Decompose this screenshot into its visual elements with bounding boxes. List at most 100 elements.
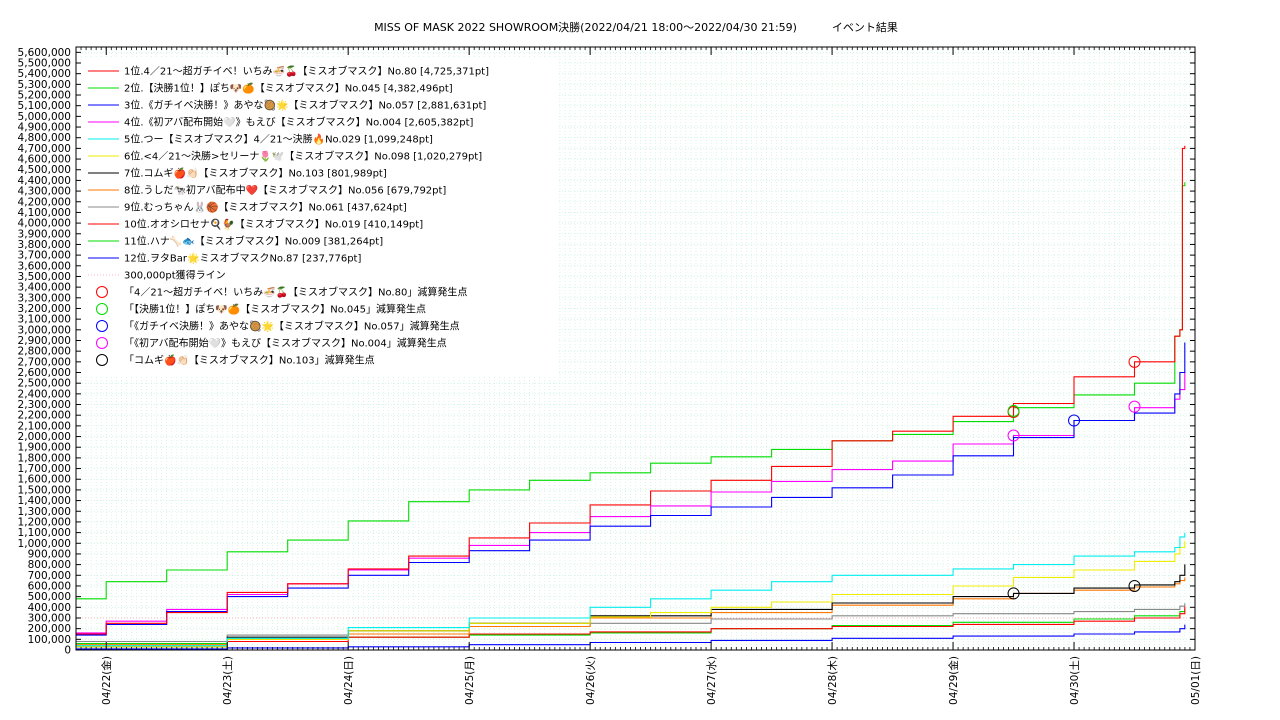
y-tick-label: 900,000 <box>28 548 71 560</box>
legend-entry: 「4／21～超ガチイベ！いちみ🍜🍒【ミスオブマスク】No.80」減算発生点 <box>124 286 467 299</box>
series-line <box>76 541 1186 648</box>
markers-layer <box>1007 355 1141 600</box>
series-line <box>76 182 1186 600</box>
y-tick-label: 400,000 <box>28 602 71 614</box>
legend-background <box>77 58 559 376</box>
y-tick-label: 1,600,000 <box>18 474 71 486</box>
legend-entry: 「《初アバ配布開始🤍》もえび【ミスオブマスク】No.004」減算発生点 <box>124 337 447 350</box>
y-tick-label: 4,600,000 <box>18 154 71 166</box>
y-tick-label: 2,300,000 <box>18 399 71 411</box>
marker-point <box>1068 414 1081 427</box>
y-tick-label: 600,000 <box>28 580 71 592</box>
y-tick-label: 4,800,000 <box>18 132 71 144</box>
y-tick-label: 3,600,000 <box>18 260 71 272</box>
legend-marker <box>96 320 108 332</box>
y-tick-label: 1,800,000 <box>18 452 71 464</box>
legend-entry: 1位.4／21～超ガチイベ！いちみ🍜🍒【ミスオブマスク】No.80 [4,725… <box>124 65 489 78</box>
y-tick-label: 300,000 <box>28 612 71 624</box>
y-tick-label: 4,400,000 <box>18 175 71 187</box>
y-tick-label: 3,200,000 <box>18 303 71 315</box>
y-tick-label: 1,200,000 <box>18 516 71 528</box>
y-tick-label: 500,000 <box>28 591 71 603</box>
y-tick-label: 2,500,000 <box>18 378 71 390</box>
legend-marker <box>96 286 108 298</box>
y-tick-label: 2,400,000 <box>18 388 71 400</box>
y-tick-label: 3,100,000 <box>18 314 71 326</box>
y-tick-label: 3,700,000 <box>18 250 71 262</box>
marker-point <box>1007 404 1020 417</box>
y-tick-label: 2,600,000 <box>18 367 71 379</box>
axes: 0100,000200,000300,000400,000500,000600,… <box>18 46 1202 705</box>
x-tick-label: 04/30(土) <box>1068 656 1081 705</box>
y-tick-label: 700,000 <box>28 570 71 582</box>
legend-entry: 5位.つー【ミスオブマスク】4／21～決勝🔥No.029 [1,099,248p… <box>124 133 433 146</box>
series-line <box>76 342 1186 636</box>
y-tick-label: 5,100,000 <box>18 100 71 112</box>
y-tick-label: 2,200,000 <box>18 410 71 422</box>
y-tick-label: 3,000,000 <box>18 324 71 336</box>
legend-entry: 6位.<4／21～決勝>セリーナ🌷🕊️【ミスオブマスク】No.098 [1,02… <box>124 150 482 163</box>
y-tick-label: 4,700,000 <box>18 143 71 155</box>
x-tick-label: 04/29(金) <box>947 656 960 705</box>
legend-entry: 7位.コムギ🍎👏🏻【ミスオブマスク】No.103 [801,989pt] <box>124 167 387 180</box>
series-layer <box>76 145 1195 650</box>
y-tick-label: 4,900,000 <box>18 122 71 134</box>
x-tick-label: 04/28(木) <box>827 656 839 705</box>
y-tick-label: 5,600,000 <box>18 47 71 59</box>
y-tick-label: 1,300,000 <box>18 506 71 518</box>
legend-entry: 12位.ヲタBar🌟ミスオブマスクNo.87 [237,776pt] <box>124 252 361 265</box>
y-tick-label: 2,900,000 <box>18 335 71 347</box>
y-tick-label: 3,300,000 <box>18 292 71 304</box>
y-tick-label: 1,900,000 <box>18 442 71 454</box>
marker-point <box>1128 355 1141 368</box>
y-tick-label: 4,000,000 <box>18 218 71 230</box>
y-tick-label: 4,100,000 <box>18 207 71 219</box>
legend-marker <box>96 337 108 349</box>
marker-point <box>1128 400 1141 413</box>
y-tick-label: 5,500,000 <box>18 58 71 70</box>
y-tick-label: 800,000 <box>28 559 71 571</box>
y-tick-label: 5,200,000 <box>18 90 71 102</box>
series-line <box>76 145 1186 635</box>
y-tick-label: 1,100,000 <box>18 527 71 539</box>
legend: 1位.4／21～超ガチイベ！いちみ🍜🍒【ミスオブマスク】No.80 [4,725… <box>77 58 559 376</box>
y-tick-label: 1,500,000 <box>18 484 71 496</box>
legend-entry: 10位.オオシロセナ🍳🐓【ミスオブマスク】No.019 [410,149pt] <box>124 218 423 231</box>
x-tick-label: 05/01(日) <box>1190 656 1202 705</box>
legend-entry: 4位.《初アバ配布開始🤍》もえび【ミスオブマスク】No.004 [2,605,3… <box>124 116 474 129</box>
y-tick-label: 100,000 <box>28 634 71 646</box>
y-tick-label: 0 <box>64 645 71 657</box>
y-tick-label: 5,000,000 <box>18 111 71 123</box>
legend-entry: 300,000pt獲得ライン <box>124 269 226 282</box>
x-tick-label: 04/22(金) <box>100 656 113 705</box>
legend-entry: 「《ガチイベ決勝！》あやな🥘🌟【ミスオブマスク】No.057」減算発生点 <box>124 320 460 333</box>
y-tick-label: 5,400,000 <box>18 68 71 80</box>
marker-point <box>1007 587 1020 600</box>
y-tick-label: 5,300,000 <box>18 79 71 91</box>
chart-title: MISS OF MASK 2022 SHOWROOM決勝(2022/04/21 … <box>374 21 898 34</box>
y-tick-label: 1,700,000 <box>18 463 71 475</box>
x-tick-label: 04/25(月) <box>464 656 476 705</box>
y-tick-label: 2,000,000 <box>18 431 71 443</box>
y-tick-label: 4,500,000 <box>18 164 71 176</box>
y-tick-label: 4,300,000 <box>18 186 71 198</box>
y-tick-label: 3,400,000 <box>18 282 71 294</box>
y-tick-label: 1,000,000 <box>18 538 71 550</box>
legend-entry: 「【決勝1位！】ぽち🐶🍊【ミスオブマスク】No.045」減算発生点 <box>124 303 426 316</box>
legend-entry: 「コムギ🍎👏🏻【ミスオブマスク】No.103」減算発生点 <box>124 354 375 367</box>
x-tick-label: 04/23(土) <box>221 656 234 705</box>
legend-entry: 9位.むっちゃん🐰🏀【ミスオブマスク】No.061 [437,624pt] <box>124 201 407 214</box>
y-tick-label: 200,000 <box>28 623 71 635</box>
legend-entry: 2位.【決勝1位！】ぽち🐶🍊【ミスオブマスク】No.045 [4,382,496… <box>124 82 453 95</box>
marker-point <box>1007 429 1020 442</box>
y-tick-label: 3,500,000 <box>18 271 71 283</box>
legend-entry: 8位.うしだ🐄初アバ配布中❤️【ミスオブマスク】No.056 [679,792p… <box>124 184 446 197</box>
y-tick-label: 3,800,000 <box>18 239 71 251</box>
y-tick-label: 1,400,000 <box>18 495 71 507</box>
legend-marker <box>96 354 108 366</box>
y-tick-label: 2,800,000 <box>18 346 71 358</box>
x-tick-label: 04/24(日) <box>343 656 355 705</box>
marker-point <box>1128 579 1141 592</box>
legend-marker <box>96 303 108 315</box>
